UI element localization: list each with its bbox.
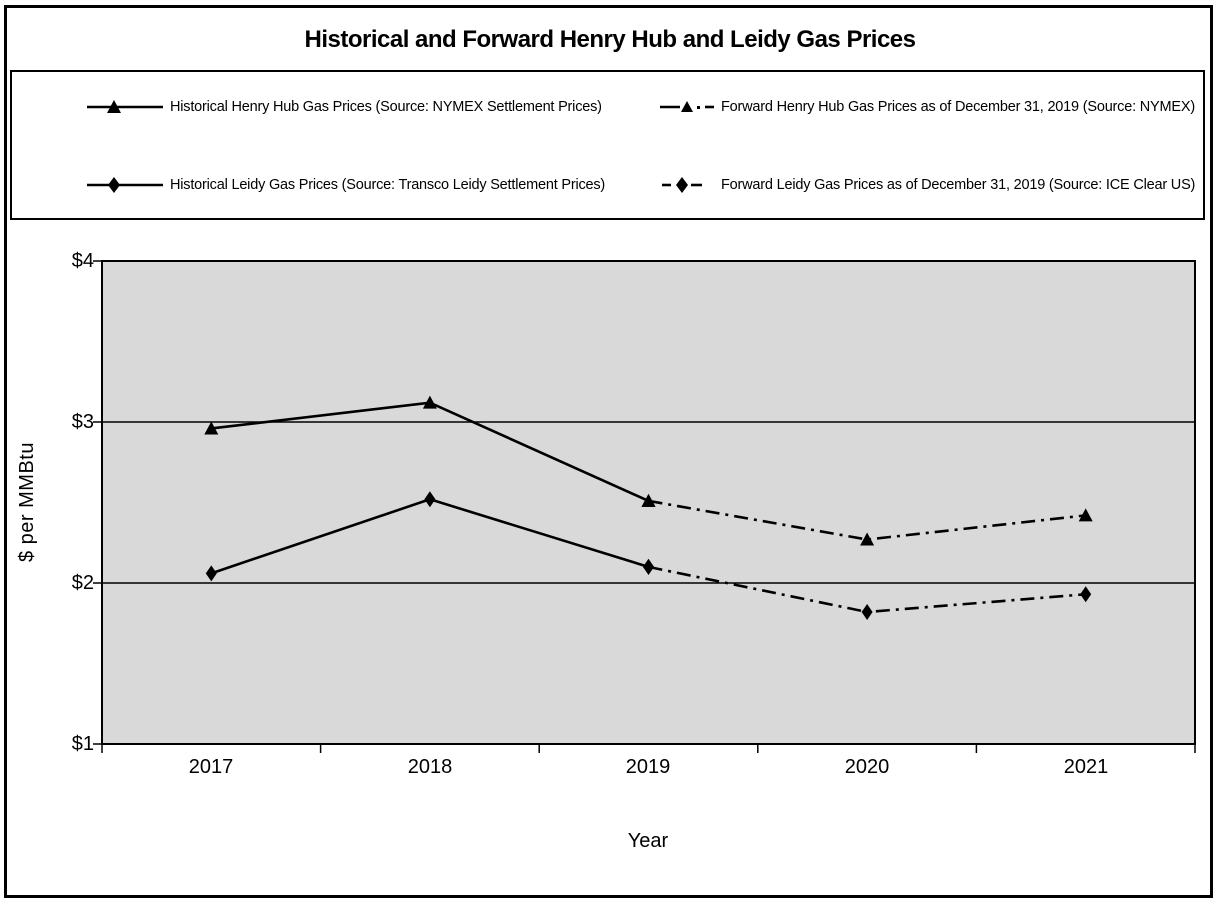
y-axis-title: $ per MMBtu	[16, 442, 38, 562]
legend-marker-dashdot-triangle-icon	[660, 101, 714, 112]
x-tick-label: 2019	[625, 756, 671, 778]
x-tick-label: 2020	[844, 756, 890, 778]
legend-marker-dash-diamond-icon	[662, 177, 702, 193]
legend-item-forward-henry-hub: Forward Henry Hub Gas Prices as of Decem…	[658, 97, 1195, 117]
legend-box: Historical Henry Hub Gas Prices (Source:…	[10, 70, 1205, 220]
legend-item-historical-leidy: Historical Leidy Gas Prices (Source: Tra…	[85, 175, 605, 195]
legend-label: Historical Henry Hub Gas Prices (Source:…	[170, 99, 602, 115]
x-tick-label: 2018	[407, 756, 453, 778]
legend-label: Historical Leidy Gas Prices (Source: Tra…	[170, 177, 606, 193]
y-tick-label: $3	[71, 411, 94, 433]
legend-marker-solid-triangle-icon	[87, 100, 163, 113]
y-tick-label: $2	[71, 572, 94, 594]
legend-item-forward-leidy: Forward Leidy Gas Prices as of December …	[658, 175, 1195, 195]
x-tick-label: 2021	[1063, 756, 1109, 778]
y-tick-label: $4	[71, 250, 94, 272]
legend-label: Forward Leidy Gas Prices as of December …	[721, 177, 1196, 193]
y-tick-label: $1	[71, 733, 94, 755]
legend-item-historical-henry-hub: Historical Henry Hub Gas Prices (Source:…	[85, 97, 602, 117]
chart-title: Historical and Forward Henry Hub and Lei…	[304, 26, 916, 53]
legend-label: Forward Henry Hub Gas Prices as of Decem…	[721, 99, 1195, 115]
x-tick-label: 2017	[188, 756, 234, 778]
legend-marker-solid-diamond-icon	[87, 177, 163, 193]
x-axis-title: Year	[627, 830, 669, 852]
